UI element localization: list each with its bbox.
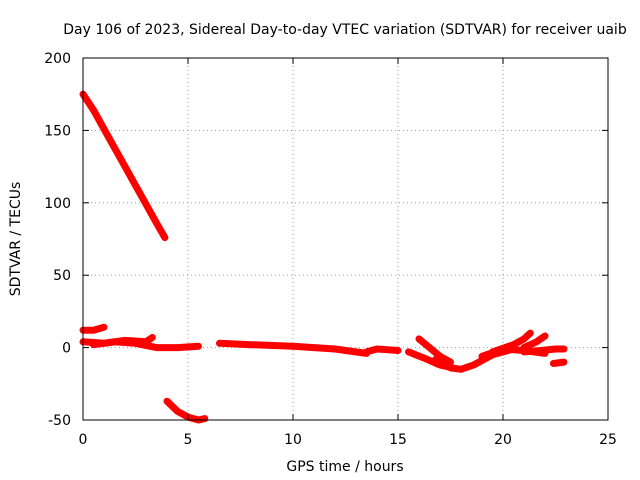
data-series <box>79 90 568 424</box>
series-arc-1 <box>79 90 169 242</box>
series-arc-2 <box>163 397 209 424</box>
y-tick-label: 100 <box>44 196 71 212</box>
series-arc-9 <box>415 335 454 366</box>
grid <box>83 58 608 420</box>
y-axis-ticks: -50 0 50 100 150 200 <box>44 51 608 429</box>
chart-title: Day 106 of 2023, Sidereal Day-to-day VTE… <box>63 22 627 38</box>
series-arc-5 <box>90 338 202 352</box>
y-tick-label: 200 <box>44 51 71 67</box>
series-arc-15 <box>549 358 568 367</box>
series-arc-7 <box>363 345 402 356</box>
x-tick-label: 20 <box>494 432 512 448</box>
y-axis-label: SDTVAR / TECUs <box>8 182 24 297</box>
plot-frame <box>82 57 609 421</box>
x-tick-label: 5 <box>184 432 193 448</box>
y-tick-label: 150 <box>44 123 71 139</box>
series-arc-3 <box>79 323 108 334</box>
x-tick-label: 10 <box>284 432 302 448</box>
x-tick-label: 0 <box>79 432 88 448</box>
series-arc-6 <box>216 339 370 357</box>
y-tick-label: 0 <box>62 341 71 357</box>
x-tick-label: 25 <box>599 432 617 448</box>
series-arc-13 <box>520 332 549 352</box>
x-axis-label: GPS time / hours <box>286 459 403 475</box>
x-tick-label: 15 <box>389 432 407 448</box>
x-axis-ticks: 0 5 10 15 20 25 <box>79 58 617 448</box>
y-tick-label: 50 <box>53 268 71 284</box>
series-arc-14 <box>520 345 568 356</box>
y-tick-label: -50 <box>48 413 71 429</box>
